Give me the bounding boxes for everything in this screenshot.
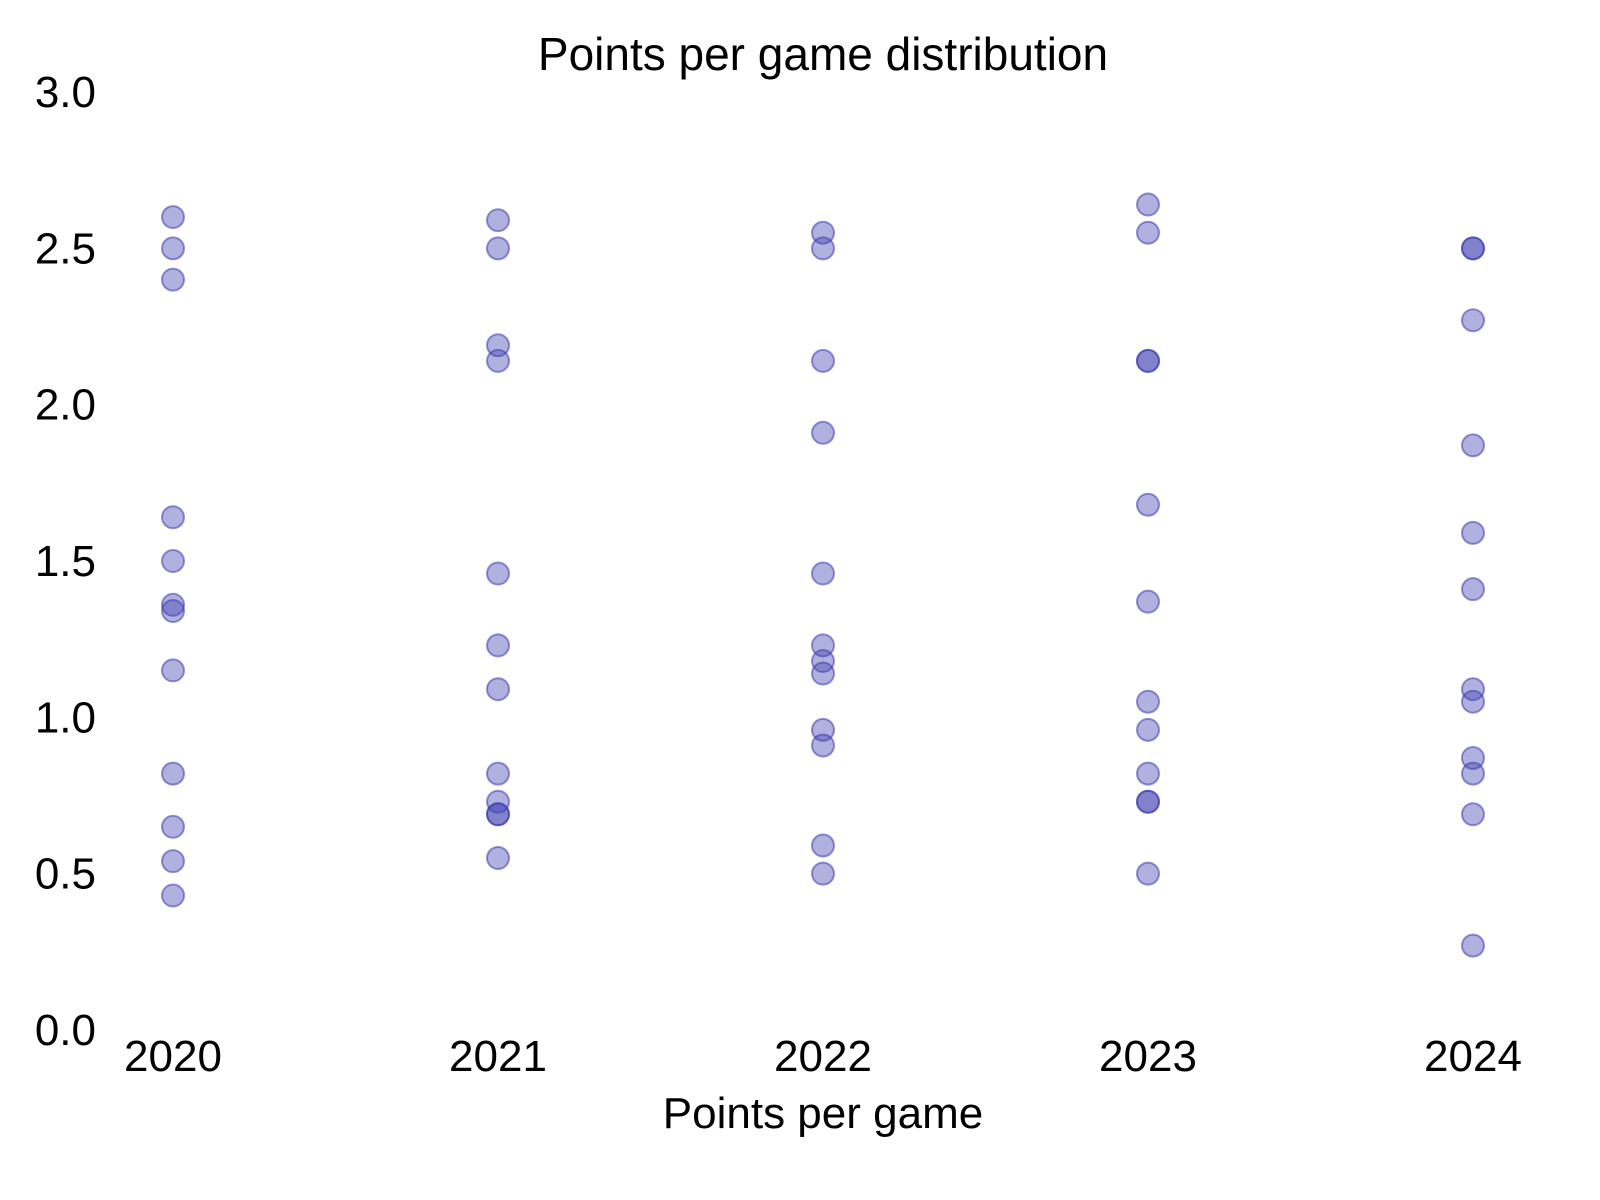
data-point [1136,220,1160,245]
x-axis-label: Points per game [663,1089,983,1138]
data-point [1461,689,1485,714]
data-point [1136,589,1160,614]
data-point [1461,520,1485,545]
data-point [486,761,510,786]
y-tick-label: 1.0 [35,693,96,742]
x-axis-ticks: 2020 2021 2022 2023 2024 [124,1032,1522,1081]
data-point [161,267,185,292]
chart-title: Points per game distribution [538,28,1108,80]
data-point [1136,348,1160,373]
data-point [811,649,835,674]
data-point [811,861,835,886]
data-point [1461,761,1485,786]
data-point [1461,577,1485,602]
x-tick-label: 2020 [124,1032,222,1081]
y-tick-label: 0.0 [35,1006,96,1055]
data-point [161,592,185,617]
y-tick-label: 2.0 [35,381,96,430]
data-point [1461,677,1485,702]
data-point [486,348,510,373]
data-point [161,205,185,230]
data-point [486,208,510,233]
data-point [811,833,835,858]
data-point [486,561,510,586]
data-point [161,814,185,839]
data-point [161,761,185,786]
data-point [1461,933,1485,958]
data-point [811,733,835,758]
data-point [161,849,185,874]
x-tick-label: 2021 [449,1032,547,1081]
data-point [1461,236,1485,261]
data-point [1461,433,1485,458]
data-point [486,633,510,658]
data-point [486,677,510,702]
data-point [1136,861,1160,886]
x-tick-label: 2022 [774,1032,872,1081]
data-point [161,549,185,573]
data-point [486,846,510,871]
data-point [486,789,510,814]
data-point [1136,192,1160,217]
x-tick-label: 2024 [1424,1032,1522,1081]
data-point [811,420,835,445]
data-point [486,236,510,261]
data-point [1136,492,1160,517]
data-point [811,661,835,686]
data-points [161,192,1485,958]
data-point [1136,689,1160,714]
data-point [161,236,185,261]
data-point [161,658,185,683]
data-point [1136,789,1160,814]
data-point [1136,717,1160,742]
y-axis-ticks: 0.0 0.5 1.0 1.5 2.0 2.5 3.0 [35,68,96,1055]
data-point [161,599,185,624]
data-point [161,883,185,908]
data-point [1461,308,1485,333]
data-point [161,505,185,530]
y-tick-label: 3.0 [35,68,96,117]
y-tick-label: 0.5 [35,850,96,899]
data-point [1461,802,1485,827]
y-tick-label: 2.5 [35,224,96,273]
data-point [811,236,835,261]
data-point [486,802,510,827]
data-point [1136,761,1160,786]
data-point [811,348,835,373]
data-point [811,561,835,586]
x-tick-label: 2023 [1099,1032,1197,1081]
y-tick-label: 1.5 [35,537,96,586]
